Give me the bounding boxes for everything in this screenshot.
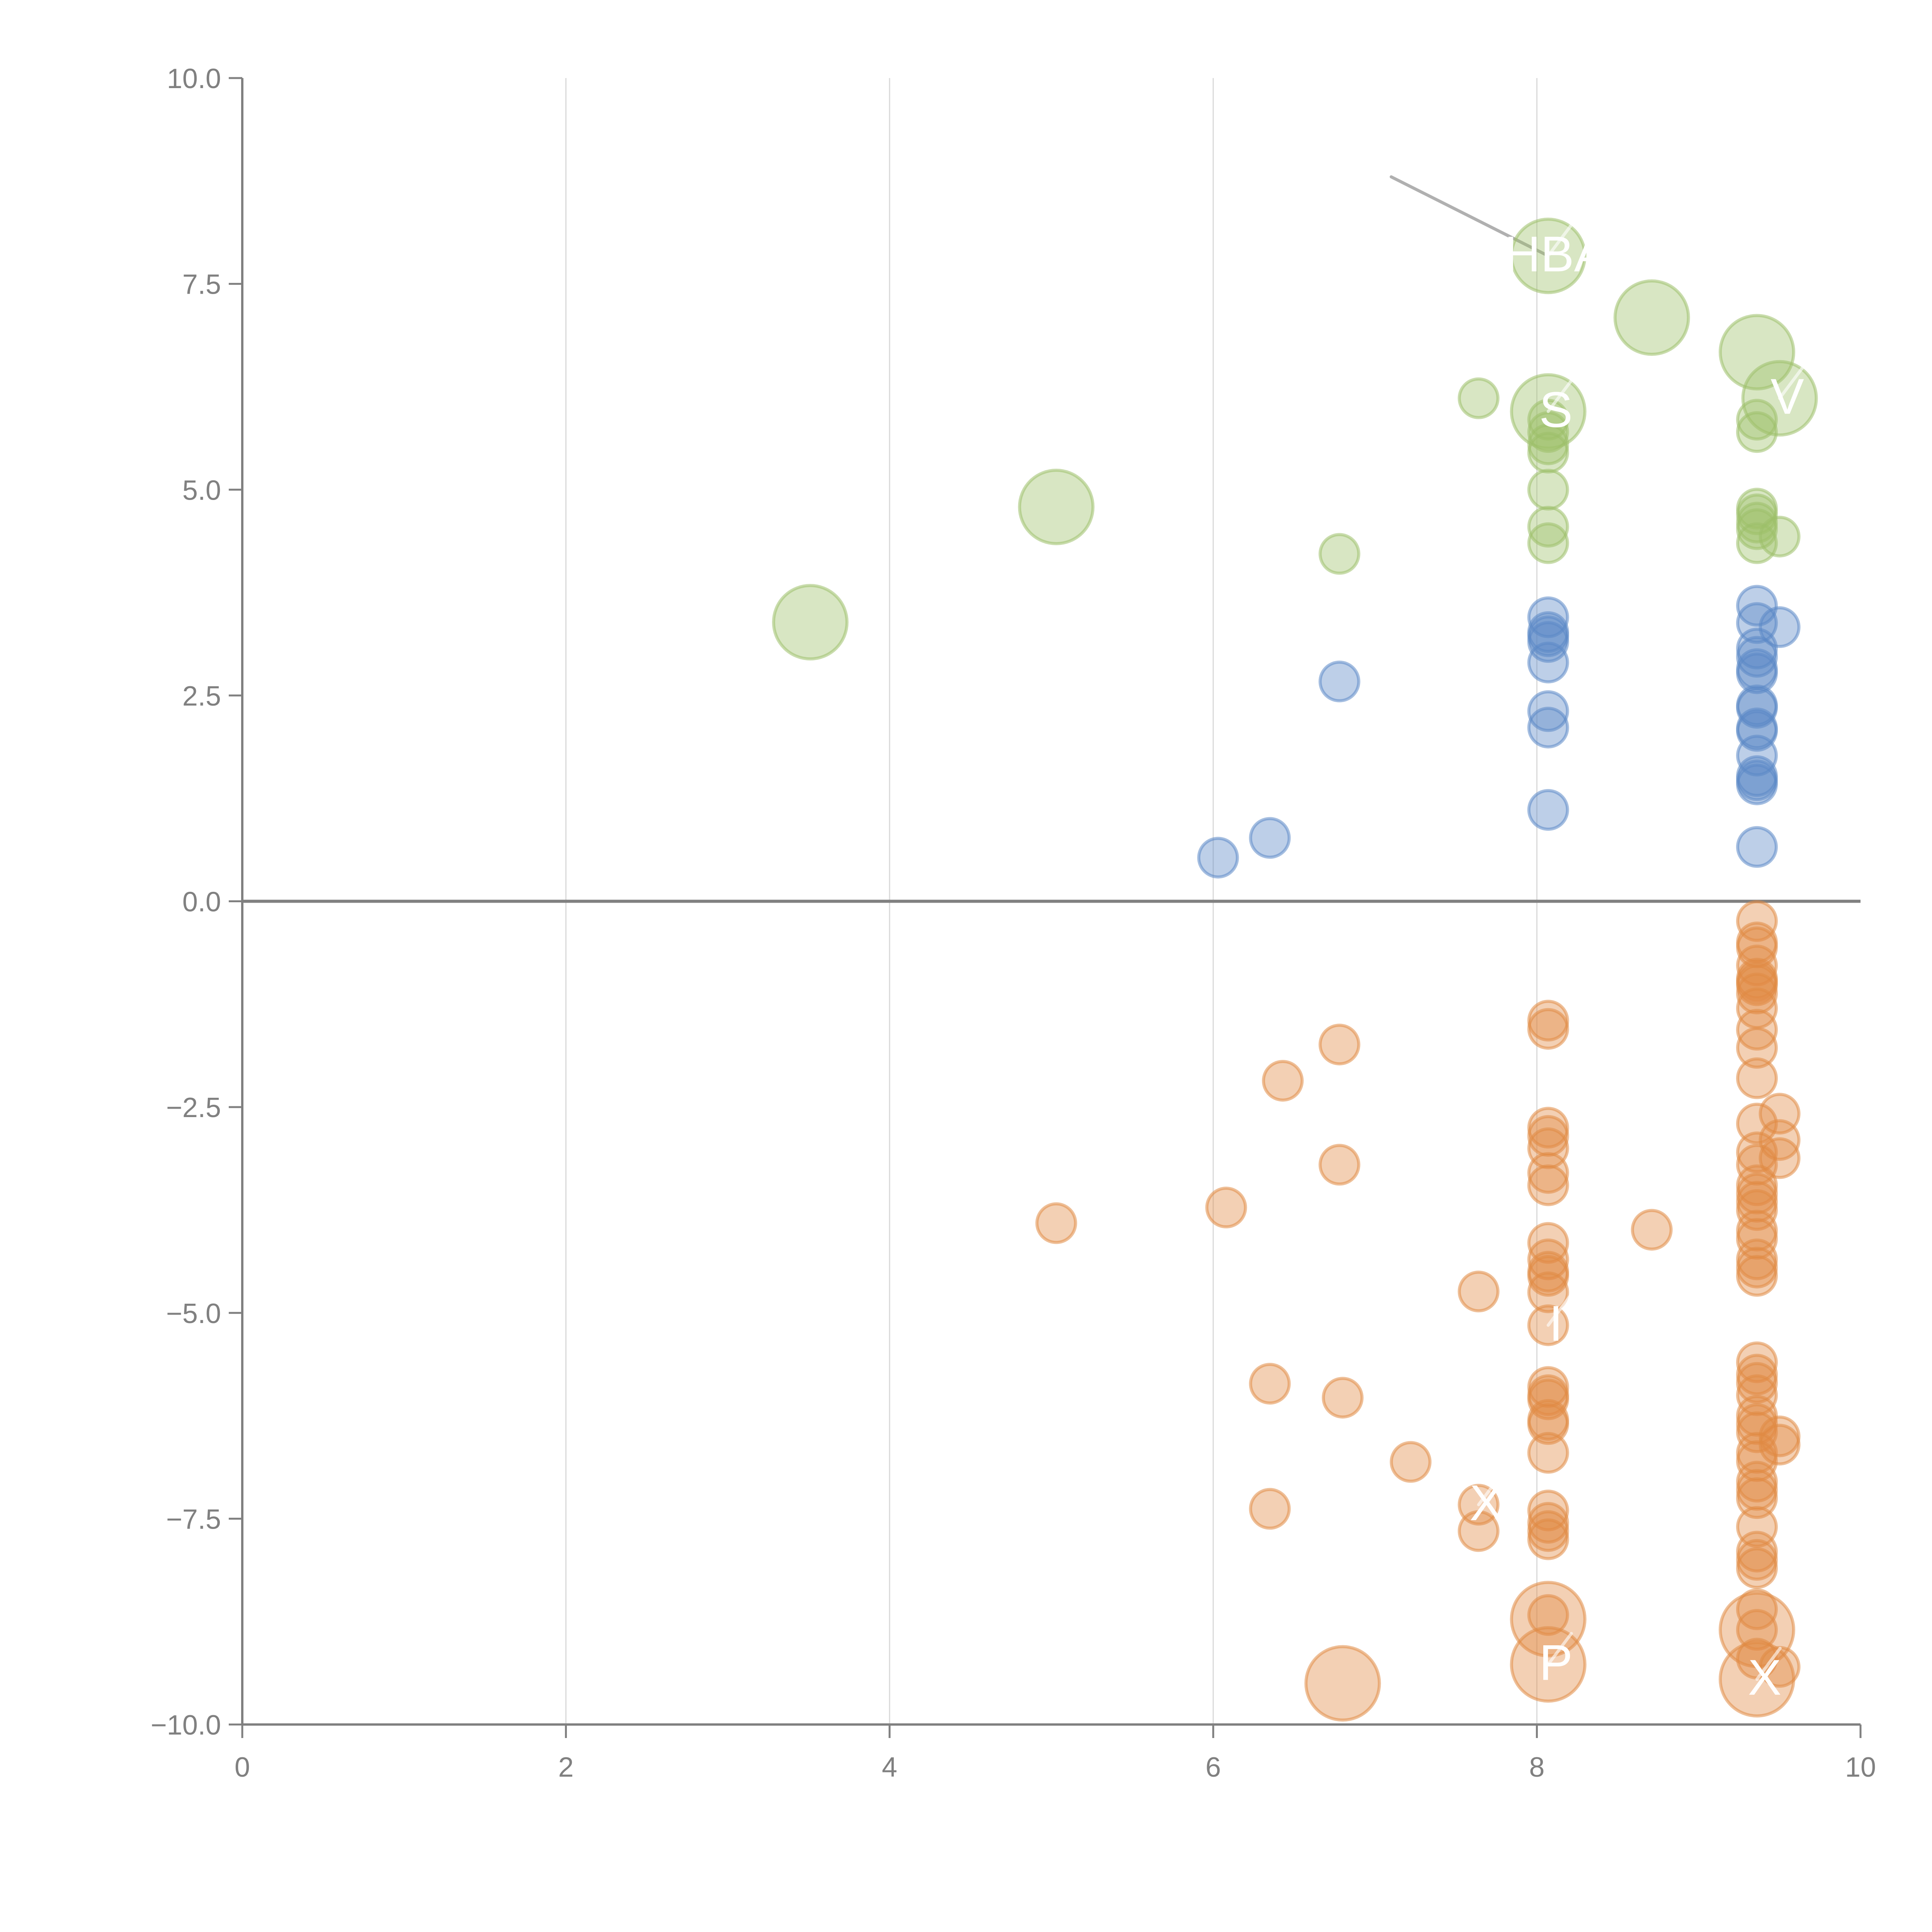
orange-point bbox=[1759, 1137, 1801, 1179]
blue-point bbox=[1736, 652, 1778, 694]
y-tick-label: −10.0 bbox=[151, 1710, 221, 1741]
orange-point bbox=[1304, 1645, 1381, 1722]
x-axis-ticks: 0 2 4 6 8 10 bbox=[235, 1725, 1876, 1783]
y-tick-label: 5.0 bbox=[182, 475, 221, 506]
green-point bbox=[772, 584, 849, 661]
orange-point bbox=[1736, 973, 1778, 1015]
green-point bbox=[1613, 279, 1690, 356]
orange-point bbox=[1527, 1115, 1569, 1157]
blue-point bbox=[1527, 706, 1569, 748]
blue-point bbox=[1527, 690, 1569, 732]
point-label: HBA bbox=[1504, 226, 1608, 282]
orange-point bbox=[1249, 1488, 1291, 1530]
y-tick-label: −5.0 bbox=[166, 1298, 221, 1329]
orange-point bbox=[1736, 1255, 1778, 1297]
orange-point bbox=[1527, 1271, 1569, 1313]
label-leader-line bbox=[1546, 223, 1573, 258]
y-tick-label: 10.0 bbox=[167, 63, 221, 94]
point-label: P bbox=[1539, 1634, 1573, 1690]
point-label: S bbox=[1539, 381, 1573, 438]
point-label: X bbox=[1469, 1475, 1503, 1531]
green-point bbox=[1736, 411, 1778, 453]
blue-point bbox=[1736, 636, 1778, 678]
label-leader-line bbox=[1546, 1632, 1573, 1666]
orange-point bbox=[1205, 1187, 1247, 1229]
data-points bbox=[772, 175, 1818, 1722]
green-point bbox=[1527, 469, 1569, 511]
green-point bbox=[1759, 515, 1801, 558]
orange-point bbox=[1736, 1102, 1778, 1145]
orange-point bbox=[1527, 1152, 1569, 1194]
green-point bbox=[1458, 377, 1500, 419]
orange-point bbox=[1527, 1518, 1569, 1560]
orange-point bbox=[1262, 1060, 1304, 1102]
orange-point bbox=[1736, 1027, 1778, 1069]
green-point bbox=[1018, 468, 1095, 545]
orange-point bbox=[1318, 1144, 1361, 1186]
orange-point bbox=[1736, 1609, 1778, 1651]
green-point bbox=[1736, 508, 1778, 550]
green-point bbox=[1527, 522, 1569, 564]
blue-point bbox=[1197, 837, 1239, 879]
label-leader-line bbox=[1546, 379, 1573, 413]
orange-point bbox=[1527, 1432, 1569, 1474]
orange-point bbox=[1321, 1377, 1364, 1419]
orange-point bbox=[1527, 1222, 1569, 1264]
orange-point bbox=[1736, 1362, 1778, 1404]
orange-point bbox=[1527, 1008, 1569, 1050]
x-tick-label: 6 bbox=[1206, 1752, 1221, 1783]
orange-point bbox=[1527, 1594, 1569, 1636]
label-leader-line bbox=[1755, 1646, 1782, 1681]
green-point bbox=[1718, 314, 1795, 391]
blue-point bbox=[1527, 789, 1569, 831]
y-tick-label: 2.5 bbox=[182, 681, 221, 712]
label-leader-line bbox=[1546, 1293, 1573, 1327]
orange-point bbox=[1527, 1403, 1569, 1445]
orange-point bbox=[1527, 1255, 1569, 1297]
label-leader-line bbox=[1778, 366, 1804, 400]
green-point bbox=[1527, 506, 1569, 548]
orange-point bbox=[1631, 1209, 1673, 1251]
orange-point bbox=[1035, 1202, 1077, 1244]
green-point bbox=[1318, 533, 1361, 575]
orange-point bbox=[1736, 1547, 1778, 1589]
blue-point bbox=[1527, 641, 1569, 684]
annotation-leader-line bbox=[1389, 175, 1550, 258]
blue-point bbox=[1736, 585, 1778, 627]
x-tick-label: 4 bbox=[882, 1752, 897, 1783]
blue-point bbox=[1736, 763, 1778, 805]
point-label: X bbox=[1748, 1649, 1782, 1706]
label-leader-line bbox=[1477, 1472, 1503, 1507]
orange-point bbox=[1527, 1164, 1569, 1206]
orange-point bbox=[1389, 1441, 1432, 1483]
x-tick-label: 2 bbox=[558, 1752, 574, 1783]
orange-point bbox=[1527, 1238, 1569, 1281]
y-tick-label: 0.0 bbox=[182, 887, 221, 918]
orange-point bbox=[1318, 1024, 1361, 1066]
x-tick-label: 10 bbox=[1845, 1752, 1876, 1783]
x-tick-label: 0 bbox=[235, 1752, 250, 1783]
point-label: V bbox=[1770, 368, 1804, 425]
blue-point bbox=[1249, 817, 1291, 859]
green-point bbox=[1527, 432, 1569, 474]
green-point bbox=[1736, 399, 1778, 441]
orange-point bbox=[1759, 1423, 1801, 1466]
blue-point bbox=[1318, 660, 1361, 702]
orange-point bbox=[1458, 1510, 1500, 1552]
y-tick-label: −2.5 bbox=[166, 1092, 221, 1123]
x-tick-label: 8 bbox=[1529, 1752, 1544, 1783]
orange-point bbox=[1249, 1362, 1291, 1405]
orange-point bbox=[1458, 1270, 1500, 1313]
y-tick-label: −7.5 bbox=[166, 1504, 221, 1535]
orange-point bbox=[1736, 1057, 1778, 1099]
orange-point bbox=[1736, 1477, 1778, 1519]
blue-point bbox=[1759, 606, 1801, 648]
y-axis-ticks: 10.0 7.5 5.0 2.5 0.0 −2.5 −5.0 −7.5 −10.0 bbox=[151, 63, 242, 1741]
blue-point bbox=[1736, 826, 1778, 868]
y-tick-label: 7.5 bbox=[182, 269, 221, 300]
